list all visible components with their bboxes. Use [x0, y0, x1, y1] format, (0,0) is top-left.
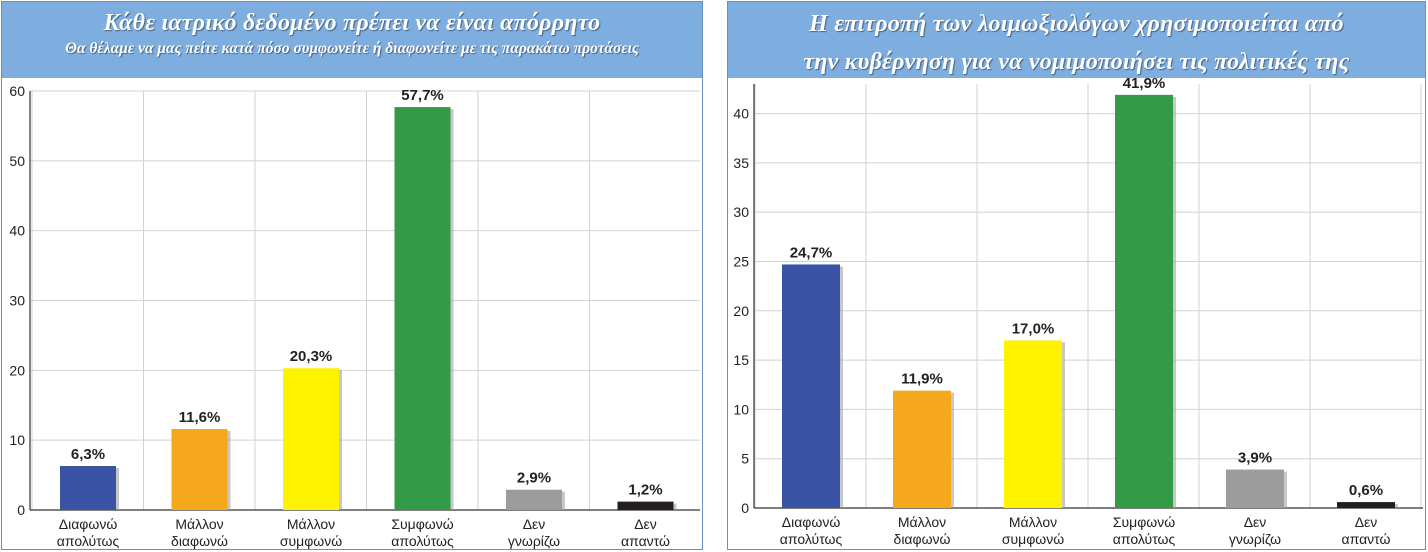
category-label: συμφωνώ [280, 533, 342, 549]
category-label: Μάλλον [175, 516, 223, 532]
bar [394, 107, 451, 510]
category-label: απαντώ [1342, 531, 1391, 547]
category-label: Συμφωνώ [1113, 514, 1175, 530]
category-label: Δεν [1244, 514, 1267, 530]
chart-title: Κάθε ιατρικό δεδομένο πρέπει να είναι απ… [103, 10, 601, 36]
y-tick-label: 0 [741, 500, 749, 516]
chart-panel-confidentiality: Κάθε ιατρικό δεδομένο πρέπει να είναι απ… [1, 1, 703, 550]
y-tick-label: 40 [733, 106, 749, 122]
category-label: απαντώ [621, 533, 670, 549]
category-label: διαφωνώ [894, 531, 951, 547]
data-label: 3,9% [1238, 450, 1272, 467]
category-label: Συμφωνώ [391, 516, 453, 532]
data-label: 41,9% [1123, 78, 1166, 92]
y-tick-label: 20 [733, 303, 749, 319]
data-label: 57,7% [401, 87, 444, 104]
category-label: Μάλλον [898, 514, 946, 530]
y-tick-label: 35 [733, 155, 749, 171]
chart-panel-committee: Η επιτροπή των λοιμωξιολόγων χρησιμοποιε… [727, 1, 1426, 550]
category-label: Μάλλον [287, 516, 335, 532]
bar [60, 466, 116, 510]
data-label: 11,6% [179, 409, 221, 426]
chart-subtitle: Θα θέλαμε να μας πείτε κατά πόσο συμφωνε… [65, 40, 639, 57]
y-tick-label: 5 [741, 451, 749, 467]
data-label: 1,2% [628, 482, 662, 499]
bar [1115, 94, 1173, 509]
y-tick-label: 25 [733, 253, 749, 269]
bar-chart-confidentiality: 01020304050606,3%Διαφωνώαπολύτως11,6%Μάλ… [9, 83, 700, 549]
data-label: 0,6% [1349, 482, 1383, 499]
category-label: Μάλλον [1009, 514, 1057, 530]
bar-chart-committee: 051015202530354024,7%Διαφωνώαπολύτως11,9… [733, 78, 1423, 547]
category-label: απολύτως [57, 533, 120, 549]
y-tick-label: 10 [733, 401, 749, 417]
bar [893, 390, 951, 508]
chart-header: Κάθε ιατρικό δεδομένο πρέπει να είναι απ… [2, 2, 702, 78]
data-label: 2,9% [517, 470, 551, 487]
data-label: 17,0% [1012, 320, 1055, 337]
bar [1004, 340, 1062, 508]
y-tick-label: 30 [9, 293, 25, 309]
category-label: απολύτως [391, 533, 454, 549]
data-label: 11,9% [901, 371, 943, 388]
y-tick-label: 60 [9, 83, 25, 99]
category-label: Δεν [1355, 514, 1378, 530]
data-label: 20,3% [290, 348, 333, 365]
y-tick-label: 10 [9, 432, 25, 448]
category-label: Δεν [634, 516, 657, 532]
data-label: 6,3% [71, 446, 105, 463]
category-label: απολύτως [1113, 531, 1176, 547]
y-tick-label: 40 [9, 223, 25, 239]
chart-title-line-2: την κυβέρνηση για να νομιμοποιήσει τις π… [803, 49, 1350, 75]
bar [782, 264, 840, 508]
category-label: Διαφωνώ [59, 516, 118, 532]
bar [617, 501, 674, 510]
chart-header: Η επιτροπή των λοιμωξιολόγων χρησιμοποιε… [728, 2, 1425, 78]
y-tick-label: 50 [9, 153, 25, 169]
category-label: συμφωνώ [1002, 531, 1064, 547]
y-tick-label: 15 [733, 352, 749, 368]
category-label: Δεν [523, 516, 546, 532]
bar [506, 489, 562, 510]
category-label: διαφωνώ [171, 533, 228, 549]
y-tick-label: 30 [733, 204, 749, 220]
category-label: απολύτως [780, 531, 843, 547]
data-label: 24,7% [790, 244, 833, 261]
chart-title-line-1: Η επιτροπή των λοιμωξιολόγων χρησιμοποιε… [809, 11, 1344, 37]
category-label: γνωρίζω [1229, 531, 1281, 547]
y-tick-label: 0 [17, 502, 25, 518]
category-label: Διαφωνώ [782, 514, 841, 530]
category-label: γνωρίζω [508, 533, 560, 549]
bar [1226, 469, 1284, 508]
bar [171, 428, 228, 510]
y-tick-label: 20 [9, 362, 25, 378]
bar [1337, 502, 1395, 508]
bar [283, 368, 339, 510]
